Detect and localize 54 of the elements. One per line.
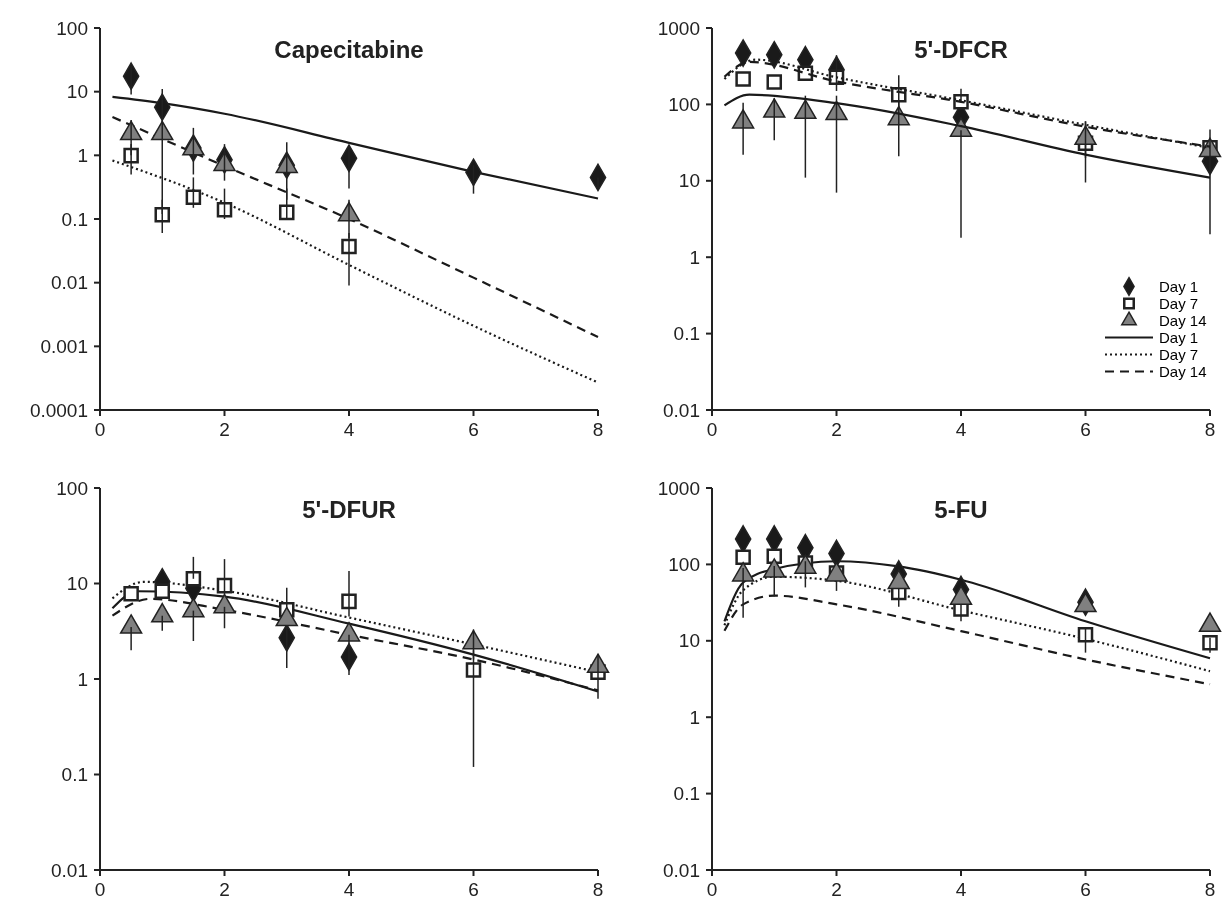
- legend-label: Day 1: [1159, 277, 1199, 295]
- x-tick-label: 0: [706, 879, 718, 900]
- x-tick-label: 8: [1204, 419, 1216, 440]
- y-tick-label: 100: [56, 477, 88, 499]
- legend-label: Day 14: [1159, 311, 1207, 329]
- y-tick-label: 100: [668, 94, 700, 116]
- x-tick-label: 2: [831, 879, 842, 900]
- legend-label: Day 1: [1159, 328, 1199, 346]
- x-tick-label: 8: [1204, 879, 1216, 900]
- y-tick-label: 0.1: [61, 208, 88, 230]
- y-tick-label: 0.1: [61, 764, 88, 786]
- y-tick-label: 0.0001: [29, 399, 88, 421]
- y-tick-label: 1000: [657, 477, 700, 499]
- x-tick-label: 8: [592, 879, 604, 900]
- x-tick-label: 0: [94, 879, 106, 900]
- y-tick-label: 10: [66, 81, 88, 103]
- y-tick-label: 10: [678, 170, 700, 192]
- x-tick-label: 6: [1080, 419, 1091, 440]
- x-tick-label: 4: [955, 879, 967, 900]
- y-tick-label: 0.001: [40, 335, 88, 357]
- y-tick-label: 0.1: [673, 323, 700, 345]
- y-tick-label: 10: [678, 630, 700, 652]
- y-tick-label: 100: [668, 554, 700, 576]
- x-tick-label: 4: [343, 879, 355, 900]
- x-tick-label: 6: [1080, 879, 1091, 900]
- y-tick-label: 10: [66, 573, 88, 595]
- legend-label: Day 14: [1159, 362, 1207, 380]
- y-tick-label: 0.01: [51, 272, 88, 294]
- y-tick-label: 1: [689, 246, 700, 268]
- chart-title: 5'-DFCR: [914, 36, 1008, 63]
- y-tick-label: 1: [689, 706, 700, 728]
- y-tick-label: 100: [56, 17, 88, 39]
- y-tick-label: 0.1: [673, 783, 700, 805]
- y-tick-label: 1: [77, 144, 88, 166]
- x-tick-label: 8: [592, 419, 604, 440]
- x-tick-label: 6: [468, 419, 479, 440]
- y-tick-label: 1: [77, 668, 88, 690]
- legend-label: Day 7: [1159, 345, 1199, 363]
- chart-title: 5'-DFUR: [302, 496, 396, 523]
- chart-title: Capecitabine: [274, 36, 424, 63]
- y-tick-label: 0.01: [663, 859, 700, 881]
- x-tick-label: 2: [831, 419, 842, 440]
- x-tick-label: 0: [706, 419, 718, 440]
- x-tick-label: 4: [955, 419, 967, 440]
- x-tick-label: 6: [468, 879, 479, 900]
- y-tick-label: 0.01: [51, 859, 88, 881]
- y-tick-label: 0.01: [663, 399, 700, 421]
- x-tick-label: 2: [219, 879, 230, 900]
- legend-label: Day 7: [1159, 294, 1199, 312]
- chart-title: 5-FU: [934, 496, 988, 523]
- x-tick-label: 0: [94, 419, 106, 440]
- x-tick-label: 4: [343, 419, 355, 440]
- y-tick-label: 1000: [657, 17, 700, 39]
- x-tick-label: 2: [219, 419, 230, 440]
